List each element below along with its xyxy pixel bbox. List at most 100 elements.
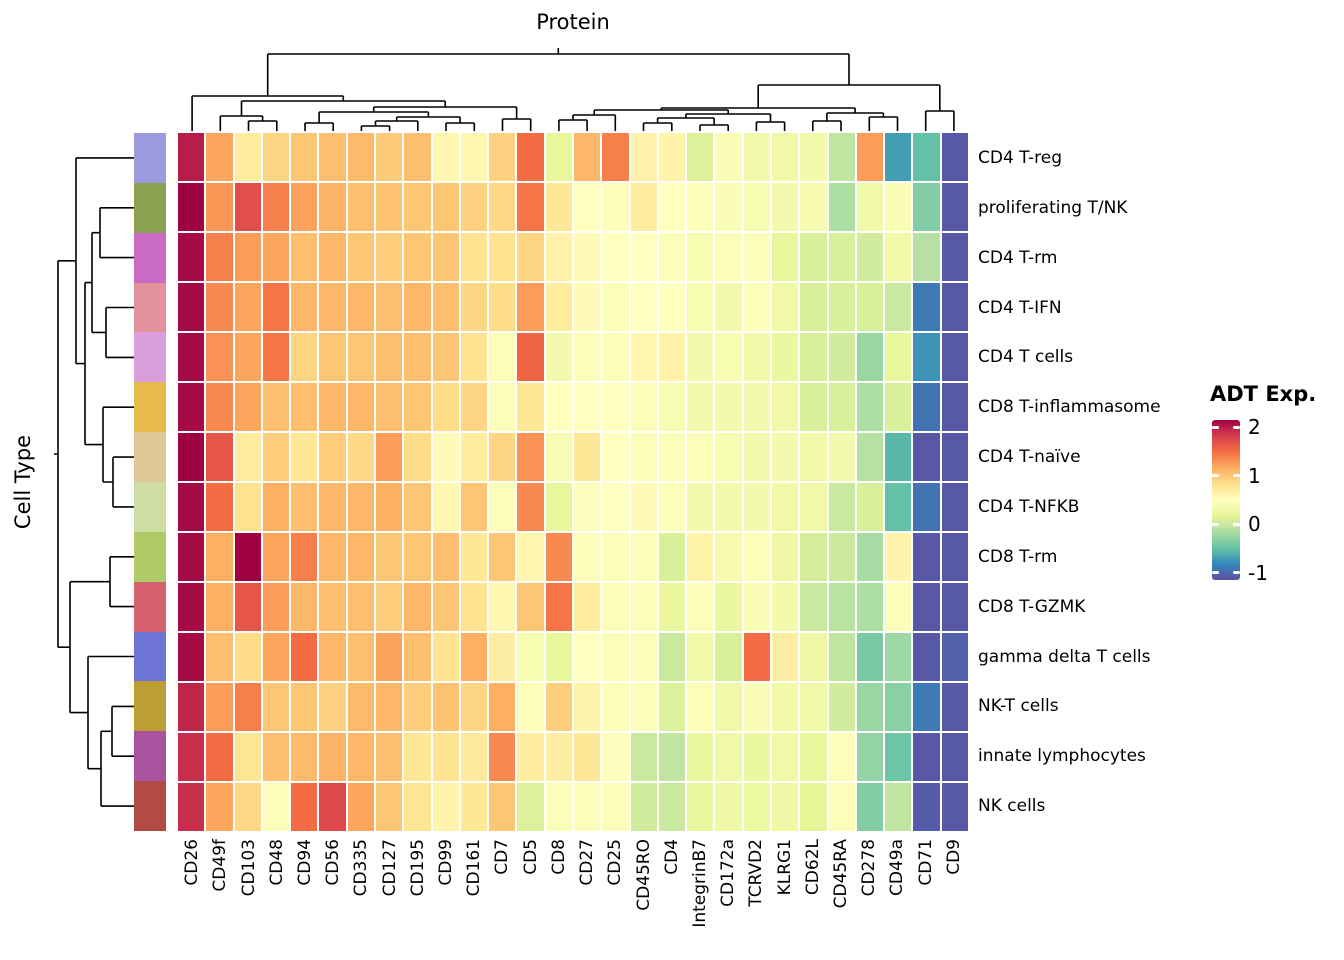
heatmap-cell bbox=[941, 483, 968, 531]
heatmap-cell bbox=[941, 783, 968, 831]
heatmap-cell bbox=[376, 633, 403, 681]
heatmap-cell bbox=[715, 583, 742, 631]
heatmap-cell bbox=[376, 183, 403, 231]
heatmap-cell bbox=[347, 433, 374, 481]
heatmap-cell bbox=[206, 583, 233, 631]
row-label: CD4 T-rm bbox=[978, 247, 1058, 268]
row-label: CD8 T-GZMK bbox=[978, 596, 1086, 617]
heatmap-cell bbox=[687, 283, 714, 331]
heatmap-cell bbox=[262, 483, 290, 531]
heatmap-cell bbox=[941, 133, 968, 181]
row-annotation-cell bbox=[134, 531, 166, 582]
heatmap-cell bbox=[602, 733, 629, 781]
heatmap-cell bbox=[772, 583, 799, 631]
heatmap-cell bbox=[743, 483, 770, 531]
heatmap-cell bbox=[885, 533, 912, 581]
heatmap-cell bbox=[715, 433, 742, 481]
column-label: CD45RA bbox=[831, 839, 852, 909]
heatmap-cell bbox=[517, 233, 544, 281]
heatmap-cell bbox=[545, 333, 572, 381]
heatmap-cell bbox=[630, 233, 657, 281]
heatmap-cell bbox=[432, 183, 459, 231]
column-label: CD335 bbox=[351, 839, 372, 897]
heatmap-cell bbox=[404, 633, 431, 681]
heatmap-cell bbox=[828, 333, 855, 381]
heatmap-cell bbox=[800, 133, 827, 181]
heatmap-cell bbox=[687, 133, 714, 181]
heatmap-cell bbox=[206, 233, 233, 281]
row-label: proliferating T/NK bbox=[978, 197, 1128, 218]
heatmap-cell bbox=[658, 433, 686, 481]
heatmap-cell bbox=[376, 533, 403, 581]
heatmap-cell bbox=[234, 533, 261, 581]
row-annotation-cell bbox=[134, 482, 166, 532]
column-label: CD7 bbox=[492, 839, 513, 875]
heatmap-cell bbox=[545, 633, 572, 681]
heatmap-cell bbox=[291, 783, 318, 831]
heatmap-cell bbox=[941, 633, 968, 681]
heatmap-cell bbox=[602, 783, 629, 831]
heatmap-cell bbox=[772, 183, 799, 231]
heatmap-cell bbox=[941, 583, 968, 631]
heatmap-cell bbox=[460, 733, 488, 781]
heatmap-cell bbox=[743, 233, 770, 281]
heatmap-cell bbox=[913, 183, 940, 231]
heatmap-cell bbox=[319, 433, 346, 481]
row-label: CD4 T-IFN bbox=[978, 297, 1062, 318]
heatmap-cell bbox=[319, 233, 346, 281]
row-annotation-cell bbox=[134, 282, 166, 333]
heatmap-cell bbox=[574, 133, 601, 181]
heatmap-cell bbox=[376, 333, 403, 381]
heatmap-cell bbox=[715, 383, 742, 431]
heatmap-cell bbox=[574, 733, 601, 781]
heatmap-cell bbox=[262, 283, 290, 331]
heatmap-cell bbox=[432, 683, 459, 731]
heatmap-cell bbox=[206, 333, 233, 381]
heatmap-cell bbox=[630, 383, 657, 431]
heatmap-cell bbox=[687, 533, 714, 581]
heatmap-cell bbox=[262, 183, 290, 231]
heatmap-cell bbox=[941, 233, 968, 281]
heatmap-cell bbox=[913, 483, 940, 531]
heatmap-cell bbox=[941, 183, 968, 231]
heatmap-cell bbox=[828, 733, 855, 781]
heatmap-cell bbox=[602, 533, 629, 581]
column-label: CD172a bbox=[718, 839, 739, 907]
heatmap-cell bbox=[319, 333, 346, 381]
heatmap-cell bbox=[460, 333, 488, 381]
heatmap-cell bbox=[913, 733, 940, 781]
heatmap-cell bbox=[658, 683, 686, 731]
heatmap-cell bbox=[885, 183, 912, 231]
heatmap-cell bbox=[658, 633, 686, 681]
heatmap-cell bbox=[602, 433, 629, 481]
heatmap-cell bbox=[262, 633, 290, 681]
heatmap-cell bbox=[517, 383, 544, 431]
heatmap-cell bbox=[347, 583, 374, 631]
heatmap-cell bbox=[800, 383, 827, 431]
heatmap-cell bbox=[319, 583, 346, 631]
heatmap-cell bbox=[885, 583, 912, 631]
column-label: CD94 bbox=[294, 839, 315, 886]
heatmap-cell bbox=[319, 683, 346, 731]
heatmap-cell bbox=[856, 333, 884, 381]
heatmap-cell bbox=[574, 383, 601, 431]
heatmap-cell bbox=[460, 683, 488, 731]
heatmap-cell bbox=[630, 283, 657, 331]
legend-colorbar bbox=[1212, 420, 1240, 580]
heatmap-cell bbox=[291, 583, 318, 631]
column-label: CD8 bbox=[548, 839, 569, 875]
heatmap-cell bbox=[545, 533, 572, 581]
heatmap-cell bbox=[319, 783, 346, 831]
column-label: CD49f bbox=[210, 839, 231, 892]
heatmap-cell bbox=[432, 133, 459, 181]
heatmap-cell bbox=[743, 583, 770, 631]
heatmap-cell bbox=[517, 483, 544, 531]
heatmap-cell bbox=[800, 633, 827, 681]
heatmap-cell bbox=[206, 133, 233, 181]
heatmap-cell bbox=[772, 483, 799, 531]
heatmap-cell bbox=[545, 383, 572, 431]
heatmap-cell bbox=[545, 183, 572, 231]
heatmap-cell bbox=[517, 733, 544, 781]
heatmap-cell bbox=[715, 333, 742, 381]
